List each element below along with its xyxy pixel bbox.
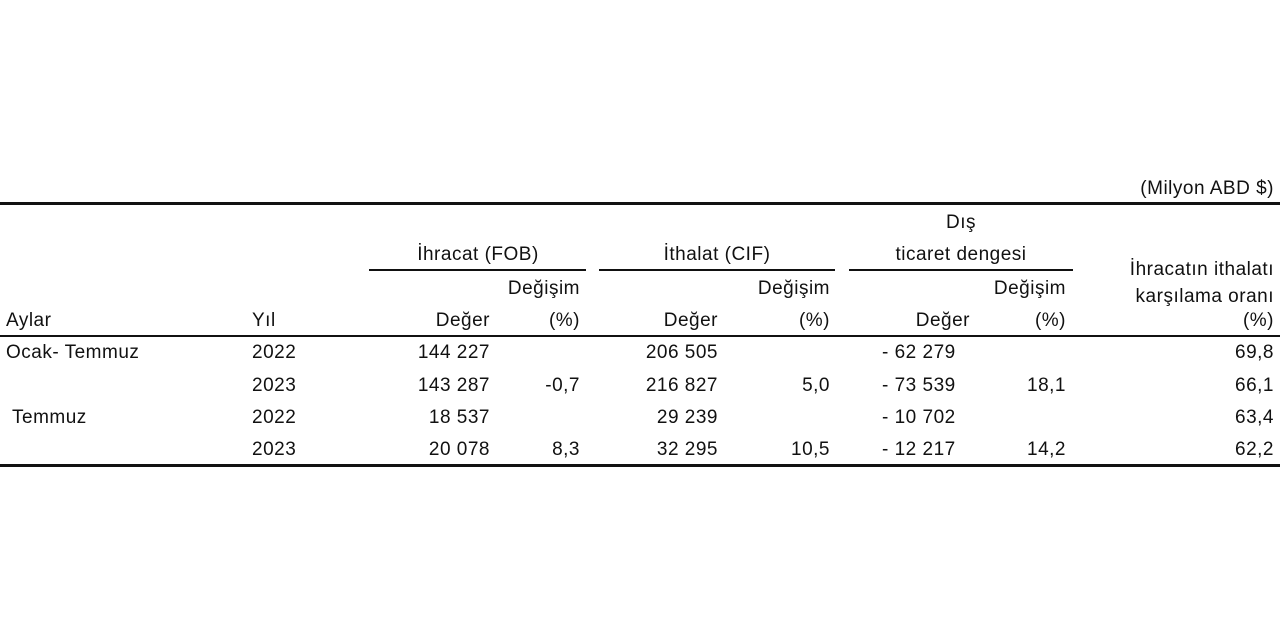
- export-change-header: Değişim: [507, 278, 580, 299]
- col-months-header: Aylar: [6, 310, 52, 331]
- coverage-percent-header: (%): [1242, 310, 1274, 331]
- table-row-1-export-value: 144 227: [417, 342, 490, 363]
- coverage-header-line2: karşılama oranı: [1135, 286, 1274, 307]
- balance-value-header: Değer: [915, 310, 970, 331]
- table-row-1-coverage: 69,8: [1235, 342, 1274, 363]
- table-row-4-coverage: 62,2: [1235, 439, 1274, 460]
- table-row-4-export-change: 8,3: [552, 439, 580, 460]
- table-row-3-coverage: 63,4: [1235, 407, 1274, 428]
- table-row-2-balance-value: - 73 539: [882, 375, 956, 396]
- header-bottom-rule: [0, 335, 1280, 337]
- table-top-rule: [0, 202, 1280, 205]
- import-percent-header: (%): [798, 310, 830, 331]
- table-row-1-month: Ocak- Temmuz: [6, 342, 140, 363]
- table-row-3-month: Temmuz: [12, 407, 87, 428]
- table-bottom-rule: [0, 464, 1280, 467]
- table-row-4-import-change: 10,5: [791, 439, 830, 460]
- import-change-header: Değişim: [757, 278, 830, 299]
- import-group-underline: [599, 269, 835, 271]
- table-row-4-balance-value: - 12 217: [882, 439, 956, 460]
- balance-group-header-line1: Dış: [946, 212, 976, 233]
- table-row-3-export-value: 18 537: [428, 407, 490, 428]
- table-row-2-year: 2023: [252, 375, 297, 396]
- table-row-4-export-value: 20 078: [428, 439, 490, 460]
- import-value-header: Değer: [663, 310, 718, 331]
- table-row-2-import-change: 5,0: [802, 375, 830, 396]
- balance-group-header-line2: ticaret dengesi: [895, 244, 1027, 265]
- table-row-1-balance-value: - 62 279: [882, 342, 956, 363]
- table-row-3-import-value: 29 239: [656, 407, 718, 428]
- export-value-header: Değer: [435, 310, 490, 331]
- table-row-3-balance-value: - 10 702: [882, 407, 956, 428]
- table-row-2-coverage: 66,1: [1235, 375, 1274, 396]
- table-row-2-balance-change: 18,1: [1027, 375, 1066, 396]
- table-row-3-year: 2022: [252, 407, 297, 428]
- balance-group-underline: [849, 269, 1073, 271]
- export-group-header: İhracat (FOB): [417, 244, 539, 265]
- table-row-1-year: 2022: [252, 342, 297, 363]
- balance-change-header: Değişim: [993, 278, 1066, 299]
- unit-note: (Milyon ABD $): [1140, 178, 1274, 199]
- export-group-underline: [369, 269, 586, 271]
- table-row-2-export-change: -0,7: [545, 375, 580, 396]
- balance-percent-header: (%): [1034, 310, 1066, 331]
- import-group-header: İthalat (CIF): [663, 244, 771, 265]
- table-row-2-import-value: 216 827: [645, 375, 718, 396]
- table-row-1-import-value: 206 505: [645, 342, 718, 363]
- table-row-4-balance-change: 14,2: [1027, 439, 1066, 460]
- table-row-4-year: 2023: [252, 439, 297, 460]
- table-row-4-import-value: 32 295: [656, 439, 718, 460]
- table-row-2-export-value: 143 287: [417, 375, 490, 396]
- col-year-header: Yıl: [252, 310, 276, 331]
- coverage-header-line1: İhracatın ithalatı: [1129, 259, 1274, 280]
- export-percent-header: (%): [548, 310, 580, 331]
